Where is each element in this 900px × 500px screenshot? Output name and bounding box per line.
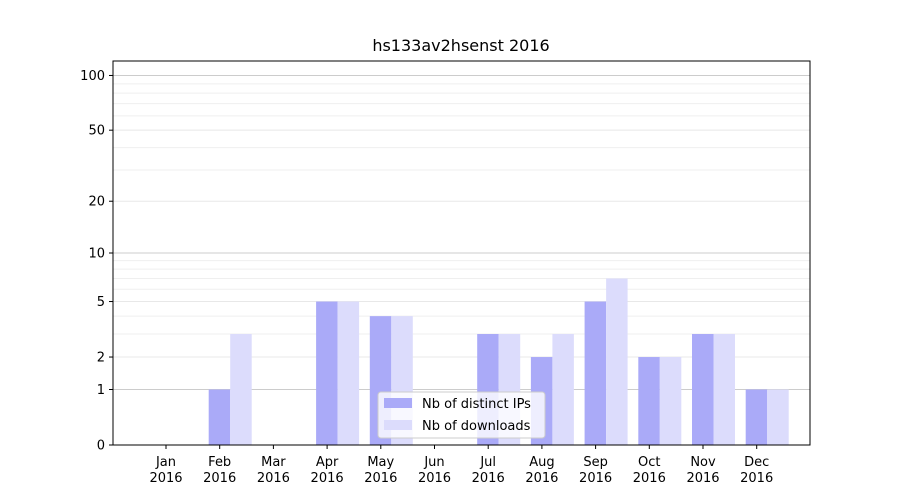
legend-label-ips: Nb of distinct IPs [422, 397, 531, 412]
x-tick-label-year: 2016 [740, 471, 773, 486]
x-tick-label-month: Jul [479, 455, 496, 470]
x-tick-label-year: 2016 [686, 471, 719, 486]
x-tick-label-year: 2016 [472, 471, 505, 486]
bar-distinct-ips [638, 357, 660, 445]
bar-downloads [337, 301, 360, 445]
bar-downloads [606, 278, 628, 445]
legend-label-downloads: Nb of downloads [422, 419, 531, 434]
x-tick-label-month: Apr [316, 455, 339, 470]
chart-title: hs133av2hsenst 2016 [372, 36, 549, 55]
bar-downloads [230, 333, 252, 445]
x-tick-label-month: Feb [208, 455, 231, 470]
y-tick-label: 5 [97, 295, 105, 310]
bar-distinct-ips [745, 389, 768, 445]
x-tick-label-month: Dec [744, 455, 769, 470]
x-tick-label-month: Oct [638, 455, 660, 470]
x-tick-label-year: 2016 [579, 471, 612, 486]
x-tick-label-year: 2016 [364, 471, 397, 486]
x-tick-label-month: Sep [583, 455, 608, 470]
bar-distinct-ips [208, 389, 231, 445]
x-tick-label-month: Nov [690, 455, 716, 470]
y-tick-label: 0 [97, 439, 105, 454]
legend: Nb of distinct IPs Nb of downloads [377, 391, 546, 439]
y-tick-label: 100 [80, 69, 105, 84]
legend-box [377, 391, 546, 439]
bar-downloads [552, 333, 574, 445]
x-tick-label-year: 2016 [311, 471, 344, 486]
legend-swatch-ips [384, 398, 412, 408]
y-axis: 0 1 2 5 10 20 50 100 [80, 69, 113, 454]
legend-swatch-downloads [384, 420, 412, 430]
x-tick-label-year: 2016 [418, 471, 451, 486]
bar-downloads [767, 389, 789, 445]
y-tick-label: 10 [88, 247, 105, 262]
x-tick-label-year: 2016 [203, 471, 236, 486]
x-tick-label-month: Jun [423, 455, 444, 470]
x-axis: Jan2016Feb2016Mar2016Apr2016May2016Jun20… [149, 445, 773, 486]
x-tick-label-year: 2016 [633, 471, 666, 486]
x-tick-label-month: Mar [261, 455, 286, 470]
bar-distinct-ips [316, 301, 338, 445]
x-tick-label-year: 2016 [257, 471, 290, 486]
bar-distinct-ips [692, 333, 714, 445]
x-tick-label-year: 2016 [525, 471, 558, 486]
x-tick-label-month: May [367, 455, 394, 470]
x-tick-label-month: Aug [529, 455, 554, 470]
y-tick-label: 1 [97, 383, 105, 398]
bar-distinct-ips [584, 301, 607, 445]
x-tick-label-year: 2016 [149, 471, 182, 486]
y-tick-label: 20 [88, 195, 105, 210]
x-tick-label-month: Jan [155, 455, 176, 470]
bar-downloads [713, 333, 735, 445]
y-tick-label: 2 [97, 351, 105, 366]
y-tick-label: 50 [88, 124, 105, 139]
bar-downloads [659, 357, 682, 445]
